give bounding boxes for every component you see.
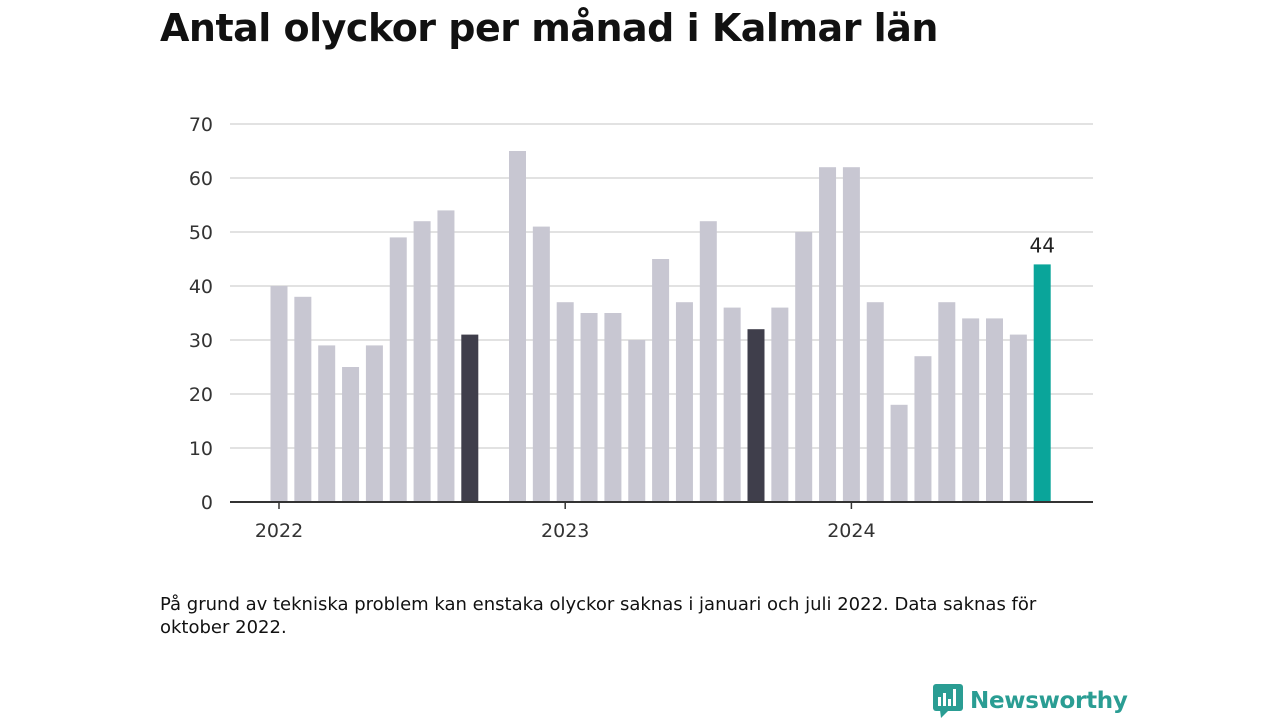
brand-name: Newsworthy <box>970 688 1128 714</box>
bar <box>294 296 312 502</box>
bar <box>819 167 837 502</box>
x-tick-label: 2024 <box>827 520 875 542</box>
y-tick-label: 50 <box>189 222 213 244</box>
bar <box>270 286 288 502</box>
footnote: På grund av tekniska problem kan enstaka… <box>160 594 1037 638</box>
x-axis-ticks: 2022 2023 2024 <box>255 502 876 542</box>
bar <box>675 302 693 502</box>
y-tick-label: 40 <box>189 276 213 298</box>
bar <box>795 232 813 502</box>
bar <box>604 313 622 502</box>
bar <box>342 367 360 502</box>
bar <box>556 302 574 502</box>
bar <box>532 226 550 502</box>
bar <box>723 307 741 502</box>
y-tick-label: 60 <box>189 168 213 190</box>
bar <box>509 151 526 502</box>
bar <box>628 340 646 502</box>
bar <box>747 329 765 502</box>
bar <box>461 334 479 502</box>
bar <box>652 259 670 502</box>
bar <box>318 345 336 502</box>
data-labels: 44 <box>1029 233 1054 257</box>
y-tick-label: 0 <box>201 492 213 514</box>
x-tick-label: 2022 <box>255 520 303 542</box>
x-tick-label: 2023 <box>541 520 589 542</box>
brand-logo[interactable]: Newsworthy <box>933 684 1128 718</box>
bar <box>1033 264 1051 502</box>
data-label: 44 <box>1029 233 1054 257</box>
y-tick-label: 20 <box>189 384 213 406</box>
bar <box>580 313 598 502</box>
bar <box>938 302 956 502</box>
bar <box>389 237 407 502</box>
y-tick-label: 70 <box>189 114 213 136</box>
newsworthy-logo-icon <box>933 684 963 718</box>
bar <box>890 404 908 502</box>
bar <box>866 302 884 502</box>
y-axis-ticks: 0 10 20 30 40 50 60 70 <box>189 114 213 514</box>
bar <box>986 318 1003 502</box>
bar <box>699 221 717 502</box>
bar <box>1009 334 1027 502</box>
bar <box>842 167 860 502</box>
bar-chart: 0 10 20 30 40 50 60 70 2022 2023 2024 44 <box>189 114 1093 542</box>
y-tick-label: 30 <box>189 330 213 352</box>
bar <box>914 356 932 502</box>
bar <box>437 210 455 502</box>
bar <box>771 307 789 502</box>
chart-title: Antal olyckor per månad i Kalmar län <box>160 6 938 50</box>
bar <box>962 318 980 502</box>
bars <box>270 151 1051 502</box>
bar <box>365 345 383 502</box>
bar <box>413 221 431 502</box>
y-tick-label: 10 <box>189 438 213 460</box>
